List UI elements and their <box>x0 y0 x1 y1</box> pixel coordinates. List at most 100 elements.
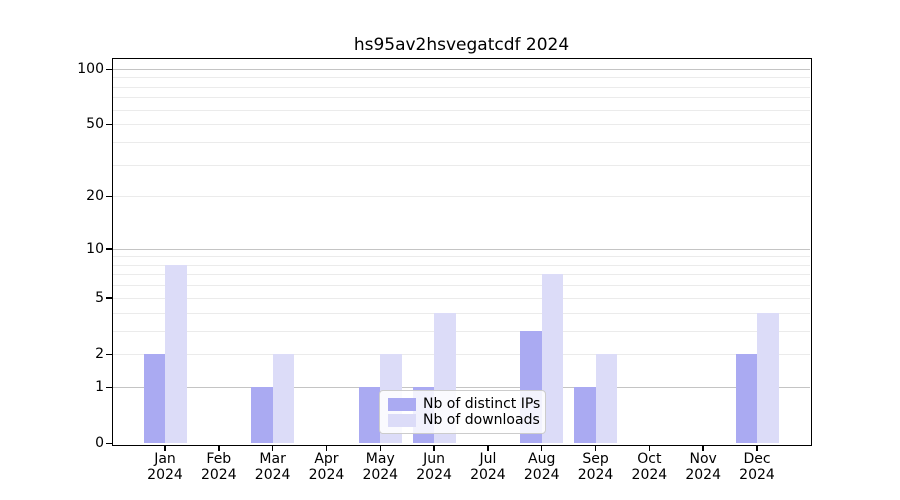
bar-distinct-ips-jan <box>143 353 165 443</box>
gridline-y-3 <box>113 330 810 332</box>
gridline-y-70 <box>113 97 810 99</box>
bar-distinct-ips-sep <box>574 386 596 443</box>
x-tick-year: 2024 <box>470 466 506 483</box>
x-tick-month: Oct <box>637 451 662 467</box>
bar-downloads-jan <box>165 264 187 443</box>
x-tick-label-feb: Feb 2024 <box>184 451 254 483</box>
x-tick-month: May <box>365 451 395 467</box>
x-tick-year: 2024 <box>308 466 345 483</box>
x-tick-month: Jul <box>479 451 497 467</box>
gridline-y-40 <box>113 141 810 143</box>
gridline-y-9 <box>113 256 810 258</box>
x-tick-month: Jan <box>154 451 176 467</box>
x-tick-label-dec: Dec 2024 <box>722 451 792 483</box>
bar-downloads-dec <box>757 312 779 443</box>
y-tick-label-100: 100 <box>77 60 104 77</box>
bar-distinct-ips-dec <box>735 353 757 443</box>
x-tick-year: 2024 <box>631 466 668 483</box>
x-tick-month: Dec <box>743 451 771 467</box>
x-tick-month: Nov <box>689 451 717 467</box>
gridline-y-2 <box>113 353 810 355</box>
x-tick-year: 2024 <box>577 466 614 483</box>
y-tick-mark-5 <box>106 297 112 299</box>
x-tick-label-may: May 2024 <box>345 451 415 483</box>
x-tick-year: 2024 <box>685 466 721 483</box>
y-tick-mark-1 <box>106 386 112 389</box>
x-tick-month: Mar <box>259 451 286 467</box>
x-tick-year: 2024 <box>254 466 291 483</box>
x-tick-month: Apr <box>314 451 339 467</box>
gridline-y-8 <box>113 264 810 266</box>
x-tick-label-aug: Aug 2024 <box>507 451 577 483</box>
x-tick-mark-jun <box>433 445 435 451</box>
bar-downloads-sep <box>595 353 618 443</box>
bar-distinct-ips-mar <box>251 386 273 443</box>
x-tick-mark-dec <box>756 445 758 451</box>
gridline-y-1 <box>113 386 810 388</box>
y-tick-label-2: 2 <box>95 345 104 362</box>
x-tick-mark-sep <box>594 445 597 451</box>
x-tick-year: 2024 <box>147 466 183 483</box>
bar-downloads-mar <box>272 353 295 443</box>
x-tick-year: 2024 <box>739 466 775 483</box>
x-tick-mark-nov <box>702 445 704 451</box>
gridline-y-4 <box>113 312 810 314</box>
x-tick-mark-may <box>379 445 382 451</box>
x-tick-label-nov: Nov 2024 <box>668 451 738 483</box>
legend-item-downloads: Nb of downloads <box>388 412 540 428</box>
y-tick-label-10: 10 <box>86 240 104 257</box>
x-tick-mark-mar <box>271 445 274 451</box>
gridline-y-50 <box>113 124 810 126</box>
plot-area <box>113 59 810 444</box>
x-tick-mark-apr <box>325 445 328 451</box>
x-tick-mark-oct <box>648 445 651 451</box>
x-tick-label-oct: Oct 2024 <box>614 451 684 483</box>
x-tick-mark-jan <box>164 445 166 451</box>
gridline-y-90 <box>113 77 810 79</box>
y-tick-mark-50 <box>106 123 112 126</box>
gridline-y-100 <box>113 68 810 70</box>
gridline-y-6 <box>113 285 810 287</box>
x-tick-label-jul: Jul 2024 <box>453 451 523 483</box>
gridline-y-80 <box>113 86 810 88</box>
x-tick-year: 2024 <box>200 466 237 483</box>
x-tick-label-apr: Apr 2024 <box>291 451 361 483</box>
legend: Nb of distinct IPs Nb of downloads <box>379 390 546 434</box>
x-tick-month: Sep <box>582 451 609 467</box>
y-tick-mark-100 <box>106 68 112 71</box>
x-tick-label-jan: Jan 2024 <box>130 451 200 483</box>
gridline-y-7 <box>113 274 810 276</box>
x-tick-mark-aug <box>540 445 543 451</box>
gridline-y-20 <box>113 196 810 198</box>
gridline-y-60 <box>113 109 810 111</box>
y-tick-label-5: 5 <box>95 289 104 306</box>
x-tick-label-sep: Sep 2024 <box>561 451 631 483</box>
x-tick-mark-jul <box>487 445 489 451</box>
y-tick-label-1: 1 <box>95 378 104 395</box>
legend-label-downloads: Nb of downloads <box>423 412 540 428</box>
legend-swatch-distinct-ips <box>388 397 416 411</box>
bar-distinct-ips-may <box>358 386 381 443</box>
y-tick-mark-20 <box>106 195 112 198</box>
x-tick-year: 2024 <box>362 466 399 483</box>
x-tick-month: Feb <box>206 451 232 467</box>
y-tick-label-0: 0 <box>95 435 104 451</box>
y-tick-label-50: 50 <box>86 116 104 133</box>
legend-item-distinct-ips: Nb of distinct IPs <box>388 396 541 412</box>
x-tick-month: Aug <box>528 451 556 467</box>
x-tick-label-jun: Jun 2024 <box>399 451 469 483</box>
chart-title: hs95av2hsvegatcdf 2024 <box>353 35 570 55</box>
gridline-y-5 <box>113 297 810 299</box>
gridline-y-30 <box>113 164 810 166</box>
legend-swatch-downloads <box>388 413 416 427</box>
bar-downloads-aug <box>541 274 564 443</box>
y-tick-mark-0 <box>106 442 112 445</box>
y-tick-label-20: 20 <box>86 188 104 205</box>
legend-label-distinct-ips: Nb of distinct IPs <box>423 396 541 412</box>
y-tick-mark-10 <box>106 248 112 250</box>
y-tick-mark-2 <box>106 353 112 356</box>
gridline-y-10 <box>113 248 810 250</box>
x-tick-year: 2024 <box>523 466 560 483</box>
x-tick-label-mar: Mar 2024 <box>238 451 308 483</box>
